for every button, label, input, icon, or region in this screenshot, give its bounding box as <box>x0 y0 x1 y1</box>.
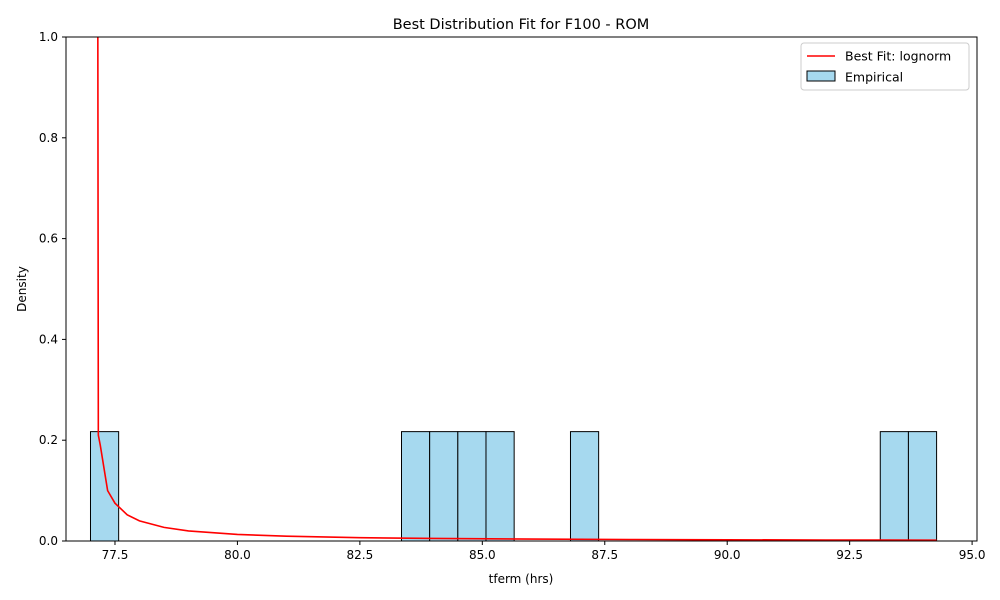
y-tick-label: 1.0 <box>39 30 58 44</box>
y-axis-label: Density <box>15 266 29 312</box>
legend: Best Fit: lognorm Empirical <box>800 42 970 91</box>
histogram-bar <box>429 431 459 542</box>
histogram-bar <box>457 431 487 542</box>
axes <box>65 36 978 542</box>
y-axis-ticks: 0.0 0.2 0.4 0.6 0.8 1.0 <box>39 30 66 548</box>
x-tick-label: 90.0 <box>714 548 741 562</box>
histogram-bar <box>569 431 600 542</box>
y-tick-label: 0.8 <box>39 131 58 145</box>
y-tick-label: 0.2 <box>39 433 58 447</box>
x-tick-label: 80.0 <box>224 548 251 562</box>
legend-frame <box>800 42 970 91</box>
legend-label-empirical: Empirical <box>845 70 903 85</box>
histogram-bar <box>89 431 120 542</box>
x-tick-label: 82.5 <box>347 548 374 562</box>
x-tick-label: 87.5 <box>591 548 618 562</box>
legend-swatch-empirical <box>806 70 836 82</box>
x-tick-label: 85.0 <box>469 548 496 562</box>
y-tick-label: 0.6 <box>39 232 58 246</box>
x-tick-label: 77.5 <box>102 548 129 562</box>
histogram-bar <box>401 431 431 542</box>
y-tick-label: 0.4 <box>39 332 58 346</box>
x-axis-label: tferm (hrs) <box>489 572 554 586</box>
chart-title: Best Distribution Fit for F100 - ROM <box>393 17 650 33</box>
fit-line <box>97 36 937 541</box>
x-tick-label: 95.0 <box>959 548 986 562</box>
histogram-bar <box>907 431 938 542</box>
y-tick-label: 0.0 <box>39 534 58 548</box>
histogram-bar <box>485 431 515 542</box>
plot-frame <box>65 36 978 542</box>
histogram-bar <box>879 431 909 542</box>
x-axis-ticks: 77.5 80.0 82.5 85.0 87.5 90.0 92.5 95.0 <box>102 541 986 562</box>
legend-label-fit: Best Fit: lognorm <box>845 49 951 64</box>
histogram-bars <box>89 431 938 542</box>
x-tick-label: 92.5 <box>836 548 863 562</box>
fit-line-layer <box>97 36 937 541</box>
